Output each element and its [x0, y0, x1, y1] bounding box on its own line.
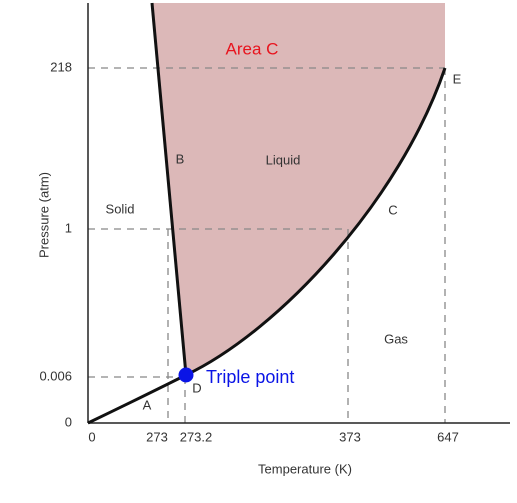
region-label: Liquid — [266, 152, 301, 167]
y-tick-label: 0.006 — [39, 368, 72, 383]
point-label: B — [176, 151, 185, 166]
point-label: A — [143, 397, 152, 412]
region-label: Solid — [106, 201, 135, 216]
curve-c — [185, 67, 447, 377]
area-label: Area C — [226, 39, 279, 58]
x-tick-label: 273 — [146, 429, 168, 444]
guide-lines — [88, 67, 446, 423]
point-label: D — [192, 380, 201, 395]
y-tick-label: 1 — [65, 220, 72, 235]
x-tick-label: 273.2 — [180, 429, 213, 444]
point-label: E — [453, 71, 462, 86]
region-label: Gas — [384, 331, 408, 346]
x-axis-title: Temperature (K) — [258, 461, 352, 476]
point-label: C — [388, 202, 397, 217]
area-c — [152, 3, 445, 375]
x-tick-label: 0 — [88, 429, 95, 444]
y-tick-label: 218 — [50, 59, 72, 74]
curve-b — [150, 2, 188, 376]
triple-point-label: Triple point — [206, 367, 294, 387]
x-tick-label: 647 — [437, 429, 459, 444]
y-axis-title: Pressure (atm) — [36, 172, 51, 258]
y-tick-label: 0 — [65, 414, 72, 429]
x-tick-label: 373 — [339, 429, 361, 444]
curve-a — [87, 373, 187, 425]
triple-point-dot — [178, 367, 194, 383]
